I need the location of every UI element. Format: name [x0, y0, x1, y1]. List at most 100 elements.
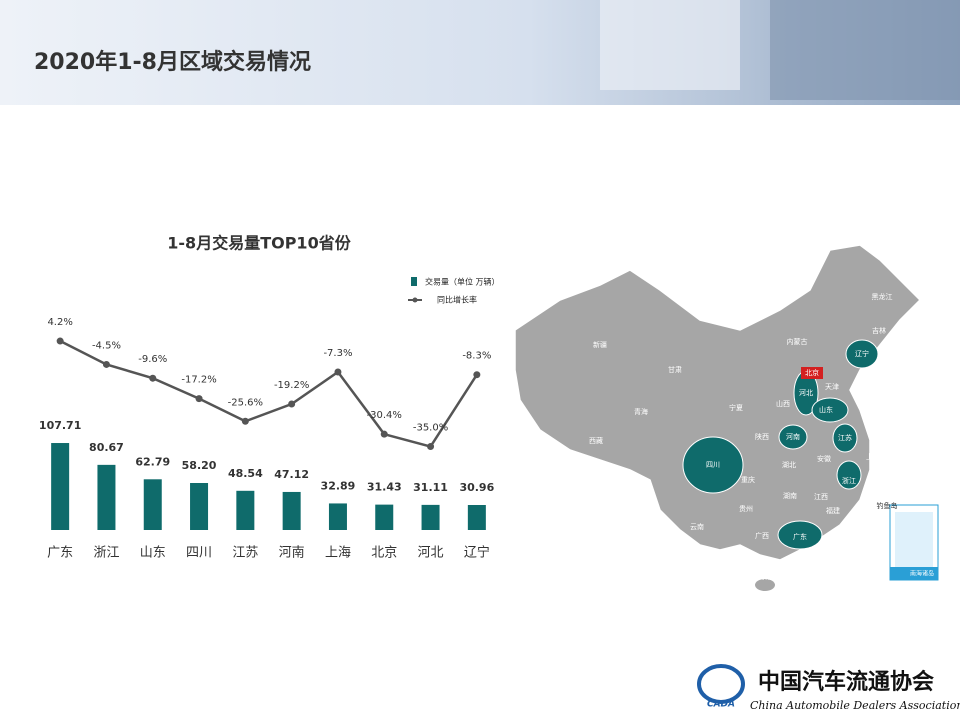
map-label: 贵州 — [739, 504, 753, 513]
x-tick-label: 辽宁 — [464, 545, 490, 561]
line-marker — [102, 360, 110, 368]
map-label: 南海诸岛 — [910, 570, 934, 578]
map-label: 天津 — [825, 383, 839, 391]
line-marker — [380, 430, 388, 438]
bar — [236, 490, 255, 530]
data-label: 30.96 — [459, 481, 494, 494]
map-label: 云南 — [690, 522, 704, 531]
data-label: 4.2% — [47, 317, 72, 328]
page-title: 2020年1-8月区域交易情况 — [34, 49, 311, 75]
legend-label: 同比增长率 — [437, 295, 477, 305]
map-label: 湖南 — [783, 491, 797, 500]
map-label: 青海 — [634, 407, 648, 416]
bar — [328, 503, 347, 530]
header-cube — [770, 0, 960, 100]
data-label: -35.0% — [413, 423, 448, 434]
header-cube — [600, 0, 740, 90]
data-label: -9.6% — [138, 354, 167, 365]
map-label: 重庆 — [741, 475, 755, 484]
map-label: 江苏 — [838, 433, 852, 442]
map-label: 山西 — [776, 399, 790, 408]
line-marker — [241, 417, 249, 425]
data-label: 58.20 — [182, 459, 217, 472]
map-label: 黑龙江 — [872, 292, 893, 301]
data-label: -17.2% — [181, 375, 216, 386]
map-label: 湖北 — [782, 460, 796, 469]
legend-label: 交易量（单位 万辆） — [425, 277, 500, 287]
logo-english: China Automobile Dealers Association — [750, 699, 960, 712]
map-capital — [801, 367, 823, 379]
x-tick-label: 浙江 — [93, 546, 119, 561]
map-highlight — [778, 424, 808, 450]
data-label: 80.67 — [89, 441, 124, 454]
line-marker — [427, 443, 435, 451]
logo-mark: CADA — [707, 700, 735, 710]
map-land — [514, 244, 922, 561]
map-highlight — [777, 520, 823, 550]
data-label: 62.79 — [135, 455, 170, 468]
logo-ring — [697, 664, 745, 704]
chart-title: 1-8月交易量TOP10省份 — [167, 234, 351, 253]
map-inset-caption-bg — [890, 567, 938, 580]
data-label: -8.3% — [462, 351, 491, 362]
data-label: 107.71 — [39, 419, 81, 432]
map-label: 上海 — [866, 452, 880, 461]
bar — [375, 504, 394, 530]
x-tick-label: 河南 — [279, 545, 305, 561]
map-island — [755, 579, 775, 591]
map-label: 广西 — [755, 531, 769, 540]
logo: CADA 中国汽车流通协会 China Automobile Dealers A… — [697, 664, 960, 712]
data-label: -30.4% — [367, 410, 402, 421]
map-label: 钓鱼岛 — [877, 501, 898, 510]
data-label: 31.11 — [413, 481, 448, 494]
x-tick-label: 上海 — [325, 546, 351, 561]
map-label: 内蒙古 — [787, 337, 808, 346]
map-label: 福建 — [826, 506, 840, 515]
map-label: 宁夏 — [729, 403, 743, 412]
bar — [143, 479, 162, 530]
map-label: 吉林 — [872, 326, 886, 335]
line-marker — [195, 395, 203, 403]
map-label: 河南 — [786, 432, 800, 441]
bar — [282, 491, 301, 530]
line-marker — [56, 337, 64, 345]
map-label: 陕西 — [755, 432, 769, 441]
map-label: 山东 — [819, 405, 833, 414]
map-label: 甘肃 — [668, 365, 682, 374]
x-tick-label: 广东 — [47, 546, 73, 561]
legend-swatch — [412, 297, 418, 303]
data-label: 47.12 — [274, 468, 309, 481]
x-tick-label: 河北 — [418, 546, 444, 561]
x-tick-label: 山东 — [140, 546, 166, 561]
map-label: 安徽 — [817, 454, 831, 463]
line — [59, 339, 478, 449]
map-label: 浙江 — [842, 476, 856, 485]
map-label: 香港 — [816, 548, 830, 557]
bar — [190, 483, 209, 530]
data-label: -25.6% — [228, 397, 263, 408]
map-highlight — [811, 397, 849, 423]
data-label: 31.43 — [367, 481, 402, 494]
data-label: -7.3% — [323, 348, 352, 359]
legend-swatch — [411, 277, 417, 286]
map-highlight — [836, 460, 862, 490]
map-label: 北京 — [805, 368, 819, 377]
map-highlight — [832, 423, 858, 453]
map-label: 四川 — [706, 461, 720, 469]
map-label: 澳门 — [793, 558, 807, 567]
map-label: 海南 — [758, 572, 772, 581]
data-label: -4.5% — [92, 340, 121, 351]
bar — [97, 464, 116, 530]
line-marker — [473, 371, 481, 379]
map-label: 新疆 — [593, 340, 607, 349]
map-label: 江西 — [814, 493, 828, 501]
map-label: 辽宁 — [855, 349, 869, 358]
map-label: 广东 — [793, 532, 807, 541]
map-label: 河北 — [799, 389, 813, 397]
line-marker — [149, 374, 157, 382]
x-tick-label: 江苏 — [232, 545, 258, 561]
map-highlight — [845, 339, 879, 369]
data-label: -19.2% — [274, 380, 309, 391]
